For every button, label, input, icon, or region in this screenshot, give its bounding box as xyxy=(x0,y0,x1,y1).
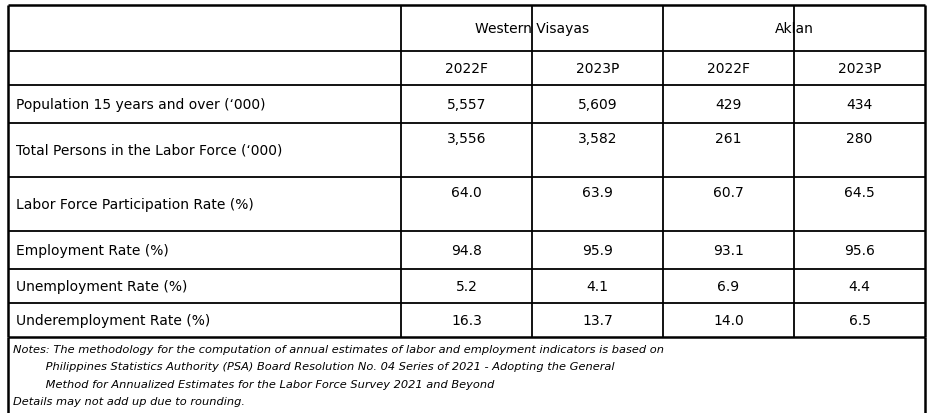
Text: 63.9: 63.9 xyxy=(582,185,613,199)
Text: 261: 261 xyxy=(716,131,742,145)
Text: Details may not add up due to rounding.: Details may not add up due to rounding. xyxy=(13,396,245,406)
Text: 429: 429 xyxy=(716,98,742,112)
Text: 14.0: 14.0 xyxy=(713,313,744,327)
Text: Notes: The methodology for the computation of annual estimates of labor and empl: Notes: The methodology for the computati… xyxy=(13,344,664,354)
Text: 5,609: 5,609 xyxy=(578,98,618,112)
Text: 6.9: 6.9 xyxy=(717,279,740,293)
Text: 4.4: 4.4 xyxy=(848,279,870,293)
Text: Philippines Statistics Authority (PSA) Board Resolution No. 04 Series of 2021 - : Philippines Statistics Authority (PSA) B… xyxy=(13,362,615,372)
Text: 5.2: 5.2 xyxy=(455,279,478,293)
Text: 64.0: 64.0 xyxy=(452,185,481,199)
Text: 95.6: 95.6 xyxy=(844,243,875,257)
Text: Unemployment Rate (%): Unemployment Rate (%) xyxy=(16,279,188,293)
Text: 2023P: 2023P xyxy=(576,62,620,76)
Text: 94.8: 94.8 xyxy=(451,243,482,257)
Text: 64.5: 64.5 xyxy=(844,185,875,199)
Text: 2023P: 2023P xyxy=(838,62,881,76)
Text: 6.5: 6.5 xyxy=(848,313,870,327)
Text: 3,582: 3,582 xyxy=(578,131,618,145)
Text: 93.1: 93.1 xyxy=(713,243,744,257)
Text: 5,557: 5,557 xyxy=(447,98,486,112)
Text: 2022F: 2022F xyxy=(707,62,750,76)
Text: 280: 280 xyxy=(846,131,872,145)
Text: Aklan: Aklan xyxy=(774,22,814,36)
Text: 16.3: 16.3 xyxy=(451,313,482,327)
Text: Total Persons in the Labor Force (‘000): Total Persons in the Labor Force (‘000) xyxy=(16,144,283,158)
Text: Western Visayas: Western Visayas xyxy=(475,22,589,36)
Text: 60.7: 60.7 xyxy=(713,185,744,199)
Text: Method for Annualized Estimates for the Labor Force Survey 2021 and Beyond: Method for Annualized Estimates for the … xyxy=(13,379,494,389)
Text: 4.1: 4.1 xyxy=(587,279,608,293)
Text: 434: 434 xyxy=(846,98,872,112)
Text: 3,556: 3,556 xyxy=(447,131,486,145)
Text: Labor Force Participation Rate (%): Labor Force Participation Rate (%) xyxy=(16,197,254,211)
Text: 13.7: 13.7 xyxy=(582,313,613,327)
Text: 95.9: 95.9 xyxy=(582,243,613,257)
Text: Employment Rate (%): Employment Rate (%) xyxy=(16,243,169,257)
Text: Underemployment Rate (%): Underemployment Rate (%) xyxy=(16,313,210,327)
Text: 2022F: 2022F xyxy=(445,62,488,76)
Text: Population 15 years and over (‘000): Population 15 years and over (‘000) xyxy=(16,98,266,112)
